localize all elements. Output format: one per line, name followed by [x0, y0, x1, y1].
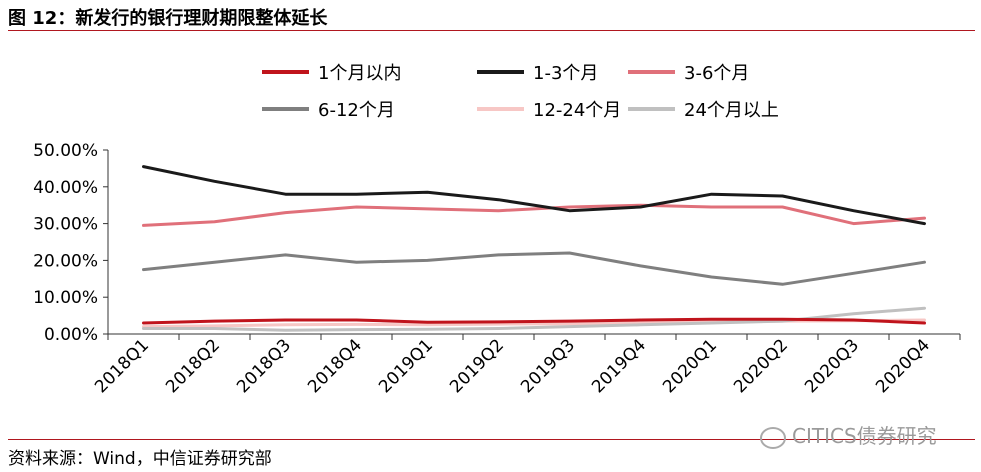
y-tick-label: 0.00%	[44, 325, 98, 345]
y-axis: 0.00% 10.00% 20.00% 30.00% 40.00% 50.00%	[33, 141, 109, 345]
legend-label: 1-3个月	[533, 63, 598, 84]
x-tick-label: 2018Q1	[91, 335, 153, 397]
y-tick-label: 10.00%	[33, 288, 98, 308]
x-tick-label: 2019Q4	[588, 335, 650, 397]
x-tick-label: 2019Q3	[517, 335, 579, 397]
line-chart: 1个月以内 1-3个月 3-6个月 6-12个月 12-24个月 24个月以上 0.00%…	[33, 63, 961, 397]
source-note: 资料来源：Wind，中信证券研究部	[8, 449, 272, 469]
x-tick-label: 2018Q3	[233, 335, 295, 397]
x-tick-label: 2020Q4	[872, 335, 934, 397]
watermark: CITICS债券研究	[760, 420, 937, 449]
watermark-text: CITICS债券研究	[792, 424, 937, 448]
wechat-icon	[760, 426, 786, 449]
legend-label: 6-12个月	[318, 100, 395, 121]
x-tick-label: 2020Q1	[659, 335, 721, 397]
title-rule	[8, 30, 975, 31]
legend-label: 12-24个月	[533, 100, 621, 121]
chart-legend: 1个月以内 1-3个月 3-6个月 6-12个月 12-24个月 24个月以上	[262, 63, 779, 121]
source-rule	[8, 439, 975, 440]
x-tick-label: 2019Q2	[446, 335, 508, 397]
legend-label: 3-6个月	[684, 63, 749, 84]
x-tick-label: 2019Q1	[375, 335, 437, 397]
x-tick-label: 2018Q4	[304, 335, 366, 397]
y-tick-label: 40.00%	[33, 178, 98, 198]
y-tick-label: 50.00%	[33, 141, 98, 161]
series-line	[142, 251, 926, 286]
legend-label: 24个月以上	[684, 100, 779, 121]
series-line	[142, 203, 926, 227]
figure-title: 图 12：新发行的银行理财期限整体延长	[8, 8, 328, 29]
x-tick-label: 2020Q3	[801, 335, 863, 397]
x-axis: 2018Q1 2018Q2 2018Q3 2018Q4 2019Q1 2019Q2 2019…	[91, 333, 961, 397]
series-lines	[142, 165, 926, 332]
x-tick-label: 2020Q2	[730, 335, 792, 397]
legend-label: 1个月以内	[318, 63, 401, 84]
y-tick-label: 20.00%	[33, 251, 98, 271]
series-line	[142, 317, 926, 325]
y-tick-label: 30.00%	[33, 215, 98, 235]
x-tick-label: 2018Q2	[162, 335, 224, 397]
series-line	[142, 165, 926, 226]
